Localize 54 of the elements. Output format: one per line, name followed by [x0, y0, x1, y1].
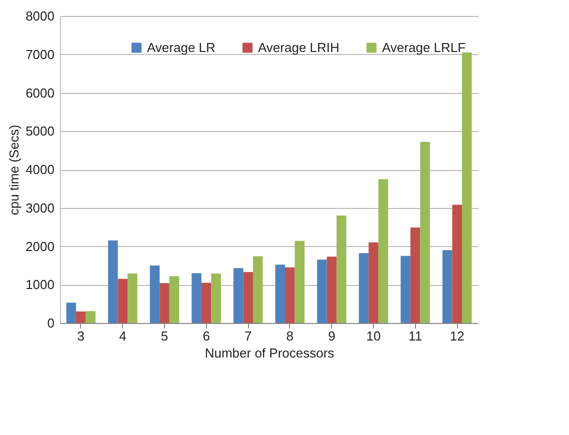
x-tick-label: 9: [328, 328, 336, 344]
bar: [294, 240, 305, 323]
y-axis-title: cpu time (Secs): [6, 124, 22, 216]
y-tick-label: 7000: [26, 46, 54, 62]
bar: [233, 268, 244, 323]
bar: [192, 273, 202, 323]
legend-label: Average LRLF: [382, 40, 466, 55]
x-tick-label: 6: [202, 328, 210, 344]
bar: [358, 253, 369, 323]
y-tick-label: 8000: [26, 8, 54, 24]
x-tick-label: 3: [77, 328, 85, 344]
x-tick-label: 7: [244, 328, 252, 344]
bar: [462, 52, 472, 323]
bar: [368, 242, 378, 323]
bar: [252, 256, 263, 323]
x-tick-label: 8: [286, 328, 294, 344]
bar: [108, 240, 118, 323]
x-axis-title: Number of Processors: [204, 346, 335, 360]
bar: [160, 283, 170, 323]
y-tick-label: 0: [47, 316, 54, 330]
bar: [201, 282, 212, 323]
bar: [150, 265, 160, 323]
bar: [317, 260, 327, 323]
y-tick-label: 4000: [26, 162, 54, 177]
bar: [169, 276, 180, 323]
bar: [128, 273, 138, 323]
y-tick-label: 5000: [26, 124, 54, 139]
y-tick-label: 1000: [26, 277, 54, 292]
x-tick-label: 11: [408, 328, 422, 344]
bar: [86, 311, 96, 323]
bar: [400, 256, 410, 323]
bar: [66, 302, 76, 323]
x-tick-label: 12: [450, 328, 464, 344]
legend-label: Average LRIH: [258, 40, 340, 55]
bar: [378, 179, 388, 323]
x-tick-label: 5: [160, 328, 168, 344]
bar: [243, 272, 253, 323]
bar: [118, 278, 128, 323]
y-tick-label: 6000: [26, 85, 54, 100]
x-tick-label: 4: [119, 328, 126, 344]
legend-label: Average LR: [147, 40, 216, 55]
bar: [76, 311, 86, 323]
x-tick-label: 10: [366, 328, 381, 344]
bar: [452, 204, 462, 323]
bar: [442, 250, 452, 323]
bar: [326, 256, 337, 323]
bar: [285, 267, 295, 323]
y-tick-label: 2000: [26, 238, 54, 254]
bar: [211, 273, 221, 323]
bar: [420, 142, 430, 323]
y-tick-label: 3000: [26, 200, 54, 216]
bar: [275, 264, 286, 323]
bar: [336, 216, 346, 323]
bar: [410, 227, 420, 323]
